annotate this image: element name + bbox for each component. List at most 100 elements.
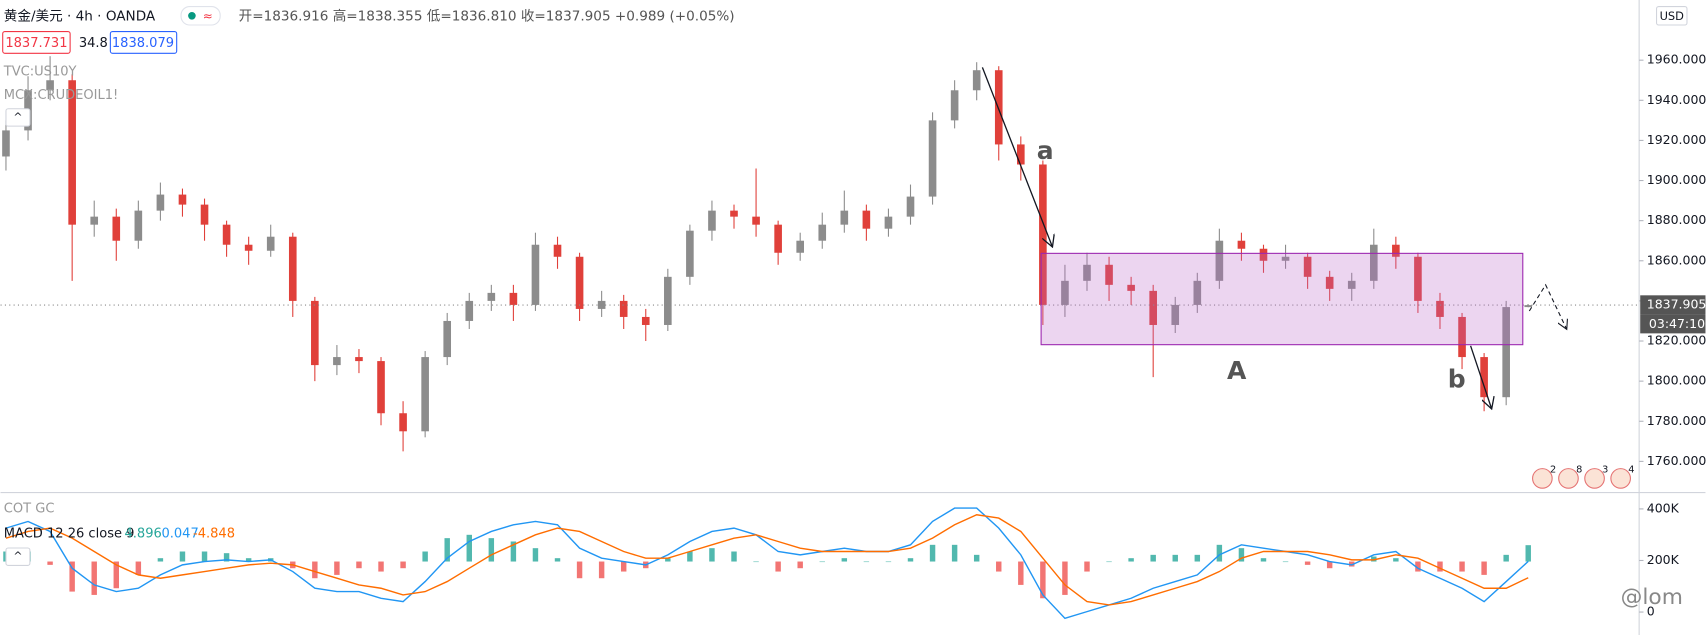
histogram-bar <box>1349 561 1355 567</box>
histogram-bar <box>1128 558 1134 562</box>
macd-title[interactable]: MACD 12 26 close 9 <box>4 526 135 541</box>
histogram-bar <box>400 561 406 569</box>
y-tick-label: 1940.000 <box>1647 92 1706 107</box>
candle-body <box>1347 280 1356 289</box>
candle-body <box>2 130 10 157</box>
histogram-bar <box>444 538 450 562</box>
candle-body <box>1061 280 1069 305</box>
histogram-bar <box>1371 556 1377 562</box>
histogram-bar <box>113 561 119 589</box>
range-box[interactable] <box>1040 252 1524 346</box>
histogram-bar <box>1106 561 1112 563</box>
candle-body <box>950 90 959 121</box>
status-pill[interactable] <box>180 5 221 26</box>
candle-body <box>1237 240 1246 249</box>
histogram-bar <box>1062 561 1068 595</box>
event-icon[interactable] <box>1558 468 1579 489</box>
events: 2 8 3 4 <box>1532 465 1634 489</box>
candle-body <box>222 224 231 245</box>
status-dot <box>188 11 196 20</box>
histogram-bar <box>1304 561 1311 565</box>
candle-body <box>333 357 341 366</box>
candle-body <box>244 244 253 251</box>
candle-body <box>399 413 407 432</box>
histogram-bar <box>841 558 848 562</box>
y-tick-label: 1960.000 <box>1647 52 1706 67</box>
histogram-bar <box>1018 561 1024 585</box>
histogram-bar <box>620 561 627 572</box>
histogram-bar <box>312 561 318 579</box>
y-tick-label: 1760.000 <box>1647 453 1706 468</box>
candle-body <box>178 194 187 205</box>
candle-body <box>266 236 275 251</box>
candle-body <box>641 316 650 325</box>
candle-body <box>664 276 672 325</box>
candle-body <box>1524 305 1533 308</box>
event-icon[interactable] <box>1584 468 1605 489</box>
histogram-bar <box>422 551 428 562</box>
candle-body <box>818 224 827 241</box>
histogram-bar <box>1393 558 1399 562</box>
histogram-bar <box>510 541 517 562</box>
candle-body <box>46 80 54 91</box>
ask-box[interactable] <box>109 30 178 54</box>
ohlc: 开=1836.916 高=1838.355 低=1836.810 收=1837.… <box>239 7 735 24</box>
y2-tick-label: 400K <box>1647 500 1680 515</box>
histogram-bar <box>1326 561 1333 569</box>
histogram-bar <box>334 561 340 575</box>
histogram-bar <box>797 561 803 569</box>
ask: 1838.079 <box>112 36 174 51</box>
macd-hist-value: 4.896 <box>124 526 161 541</box>
candle-body <box>884 216 893 229</box>
overlay-label[interactable]: TVC:US10Y <box>3 64 77 79</box>
candle-body <box>90 216 99 225</box>
histogram-bar <box>687 551 693 562</box>
currency-box[interactable] <box>1655 5 1688 26</box>
candle-body <box>487 292 496 301</box>
histogram-bar <box>907 558 914 562</box>
candle-body <box>1215 240 1224 281</box>
histogram-bar <box>1415 561 1421 572</box>
collapse-button[interactable] <box>5 108 31 127</box>
candle-body <box>774 224 782 253</box>
histogram-bar <box>466 534 472 562</box>
arrow[interactable] <box>981 67 1052 245</box>
histogram-bar <box>885 561 892 563</box>
candle-body <box>1369 244 1378 281</box>
event-icon[interactable] <box>1532 468 1553 489</box>
candle-body <box>288 236 297 301</box>
histogram-bar <box>863 561 870 563</box>
candle-body <box>465 300 474 321</box>
macd-value: 0.047 <box>161 526 198 541</box>
histogram-bar <box>69 561 75 592</box>
y2-tick-label: 0 <box>1647 604 1655 619</box>
histogram-bar <box>1238 548 1245 562</box>
candle-body <box>1105 264 1113 285</box>
arrow[interactable] <box>1469 345 1492 408</box>
candle-body <box>443 320 452 358</box>
histogram-bar <box>1084 561 1090 572</box>
histogram-bar <box>973 554 980 562</box>
candle-body <box>752 216 760 225</box>
candle-body <box>68 80 76 225</box>
spread: 34.8 <box>79 36 108 51</box>
bid-box[interactable] <box>2 30 71 54</box>
macd-line <box>5 507 1529 620</box>
candle-body <box>1436 300 1444 317</box>
histogram-bar <box>554 558 561 562</box>
event-icon[interactable] <box>1610 468 1631 489</box>
y2-tick-label: 200K <box>1647 552 1680 567</box>
indicator-label[interactable]: COT GC <box>4 501 55 516</box>
collapse-button[interactable] <box>5 547 31 566</box>
projection-arrow[interactable] <box>1528 283 1566 328</box>
histogram-bar <box>179 551 186 562</box>
symbol[interactable]: 黄金/美元 · 4h · OANDA <box>4 8 156 24</box>
histogram-bar <box>1150 554 1156 562</box>
candle-body <box>1303 256 1312 277</box>
overlay-label[interactable]: MCX:CRUDEOIL1! <box>4 88 118 103</box>
histogram-bar <box>598 561 605 579</box>
candle-body <box>1414 256 1422 301</box>
